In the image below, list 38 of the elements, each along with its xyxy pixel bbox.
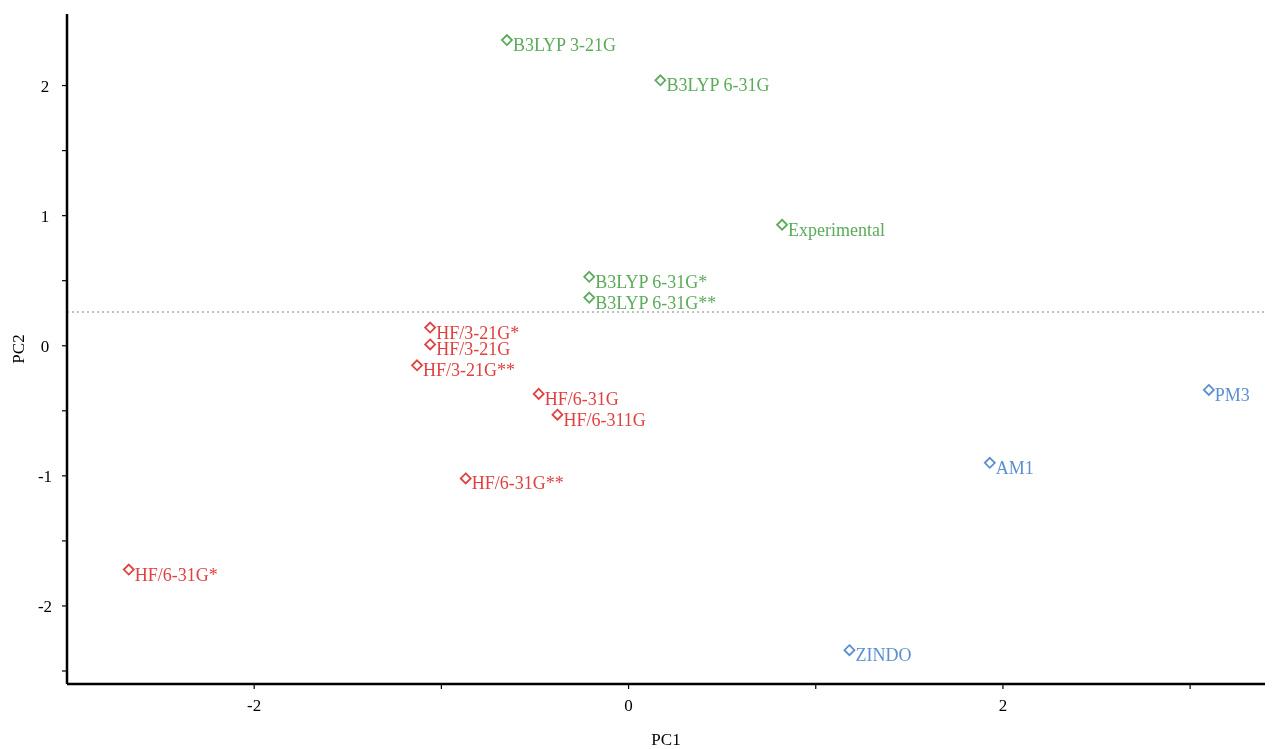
point bbox=[983, 456, 996, 469]
point bbox=[122, 563, 135, 576]
point bbox=[1202, 384, 1215, 396]
annotation: B3LYP 6-31G* bbox=[595, 271, 708, 292]
point bbox=[500, 34, 513, 46]
point bbox=[424, 321, 437, 334]
point bbox=[459, 472, 472, 485]
y-tick-label: 1 bbox=[40, 206, 50, 226]
annotation: HF/6-31G** bbox=[471, 473, 564, 494]
point bbox=[532, 387, 545, 400]
point bbox=[583, 291, 596, 304]
y-tick-label: -1 bbox=[37, 466, 53, 486]
x-tick-label: -2 bbox=[247, 696, 262, 715]
annotation: HF/6-31G* bbox=[134, 564, 218, 585]
point bbox=[583, 270, 596, 283]
y-tick-label: 0 bbox=[40, 336, 50, 356]
x-tick-label: 0 bbox=[624, 696, 633, 715]
point bbox=[424, 338, 437, 351]
point bbox=[654, 74, 667, 87]
point bbox=[411, 359, 423, 372]
annotation: HF/3-21G** bbox=[423, 360, 516, 381]
point bbox=[843, 644, 856, 657]
annotation: PM3 bbox=[1214, 384, 1250, 405]
x-tick-label: 2 bbox=[998, 696, 1008, 715]
y-axis-title: PC2 bbox=[9, 334, 28, 364]
annotation: B3LYP 3-21G bbox=[512, 35, 616, 56]
x-axis-title: PC1 bbox=[651, 730, 681, 749]
point bbox=[551, 408, 564, 421]
point bbox=[776, 218, 788, 231]
annotation: HF/6-31G bbox=[544, 388, 619, 409]
annotation: AM1 bbox=[995, 457, 1034, 478]
y-tick-label: 2 bbox=[40, 76, 50, 96]
annotation: HF/6-311G bbox=[563, 409, 646, 430]
annotation: Experimental bbox=[788, 219, 886, 240]
annotation: ZINDO bbox=[855, 645, 912, 666]
annotation: B3LYP 6-31G** bbox=[595, 292, 717, 313]
annotation: B3LYP 6-31G bbox=[666, 75, 770, 96]
y-tick-label: -2 bbox=[37, 596, 53, 616]
